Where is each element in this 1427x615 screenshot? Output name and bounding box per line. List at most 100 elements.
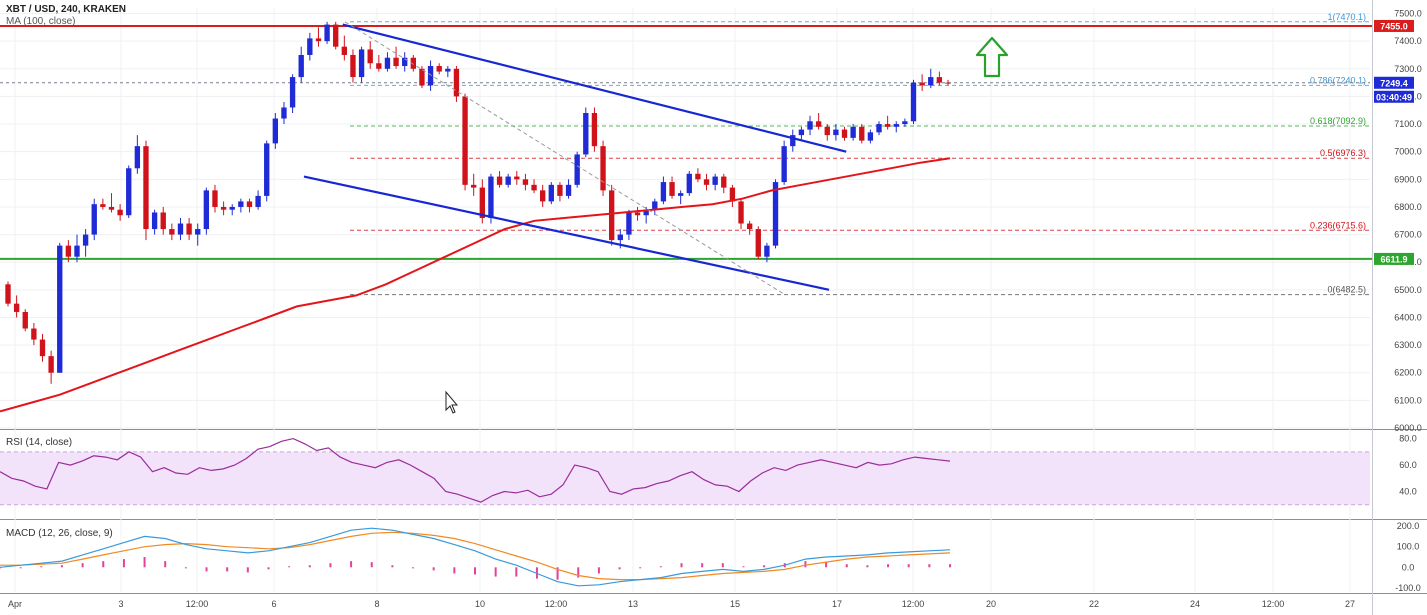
macd-histogram-bar bbox=[515, 567, 518, 577]
candle-body bbox=[919, 82, 925, 86]
y-tick-label: 6000.0 bbox=[1394, 423, 1422, 433]
candle-body bbox=[195, 229, 201, 235]
candle-body bbox=[376, 63, 382, 69]
candle-body bbox=[91, 204, 97, 235]
y-tick-label: 7500.0 bbox=[1394, 9, 1422, 19]
y-tick-label: 6500.0 bbox=[1394, 285, 1422, 295]
candle-body bbox=[151, 212, 158, 230]
macd-line bbox=[0, 527, 951, 587]
candle-body bbox=[807, 121, 813, 130]
candle-body bbox=[315, 38, 322, 42]
candle-body bbox=[108, 206, 115, 210]
macd-histogram-bar bbox=[40, 566, 43, 568]
candle-body bbox=[695, 173, 701, 180]
candle-body bbox=[910, 82, 917, 122]
candle-body bbox=[703, 179, 710, 185]
candle-body bbox=[721, 176, 727, 188]
macd-histogram-bar bbox=[804, 561, 807, 568]
candle-body bbox=[117, 209, 123, 216]
macd-tick-label: 0.0 bbox=[1402, 562, 1415, 572]
candle-body bbox=[324, 24, 330, 42]
rsi-tick-label: 40.0 bbox=[1399, 487, 1417, 497]
up-arrow-icon bbox=[975, 36, 1009, 78]
y-tick-label: 6900.0 bbox=[1394, 174, 1422, 184]
candle-body bbox=[712, 176, 718, 185]
candle-body bbox=[126, 168, 132, 216]
macd-histogram-bar bbox=[887, 564, 890, 568]
x-tick-label: 6 bbox=[271, 599, 276, 609]
macd-histogram-bar bbox=[907, 564, 910, 568]
fib-level-label: 0.786(7240.1) bbox=[1310, 75, 1366, 85]
macd-histogram-bar bbox=[412, 567, 415, 569]
x-tick-label: 12:00 bbox=[186, 599, 209, 609]
macd-histogram-bar bbox=[329, 563, 332, 568]
price-label-box bbox=[1374, 76, 1414, 89]
macd-histogram-bar bbox=[680, 563, 683, 568]
candle-body bbox=[169, 229, 175, 235]
price-label-box bbox=[1374, 19, 1414, 32]
rsi-band bbox=[0, 451, 1370, 505]
candle-body bbox=[160, 212, 166, 230]
candle-body bbox=[246, 201, 253, 207]
candle-body bbox=[298, 54, 304, 78]
x-tick-label: 12:00 bbox=[1262, 599, 1285, 609]
fib-level-label: 0(6482.5) bbox=[1327, 285, 1366, 295]
candle-body bbox=[686, 173, 692, 194]
candle-body bbox=[548, 184, 554, 202]
candle-body bbox=[652, 201, 658, 210]
macd-legend: MACD (12, 26, close, 9) bbox=[6, 528, 113, 539]
macd-histogram-bar bbox=[288, 566, 291, 568]
x-tick-label: 15 bbox=[730, 599, 740, 609]
fib-level-label: 0.618(7092.9) bbox=[1310, 116, 1366, 126]
candle-body bbox=[333, 24, 339, 47]
candle-body bbox=[341, 46, 348, 55]
macd-histogram-bar bbox=[928, 564, 931, 568]
y-tick-label: 7000.0 bbox=[1394, 147, 1422, 157]
chart-title: XBT / USD, 240, KRAKEN bbox=[6, 4, 127, 15]
candle-body bbox=[272, 118, 279, 144]
candle-body bbox=[479, 187, 485, 218]
macd-histogram-bar bbox=[184, 567, 187, 569]
macd-histogram-bar bbox=[845, 564, 848, 568]
candle-body bbox=[945, 82, 951, 84]
price-label-text: 7249.4 bbox=[1380, 78, 1408, 88]
price-label-text: 6611.9 bbox=[1380, 254, 1407, 264]
candle-body bbox=[859, 126, 865, 141]
y-tick-label: 6200.0 bbox=[1394, 368, 1422, 378]
candle-body bbox=[22, 311, 28, 329]
macd-histogram-bar bbox=[308, 565, 311, 568]
macd-histogram-bar bbox=[597, 567, 600, 574]
candle-body bbox=[764, 245, 770, 257]
candle-body bbox=[522, 179, 529, 185]
x-tick-label: 20 bbox=[986, 599, 996, 609]
candle-body bbox=[255, 195, 261, 207]
macd-histogram-bar bbox=[577, 567, 580, 578]
candle-body bbox=[608, 190, 615, 241]
candle-body bbox=[393, 57, 399, 67]
macd-histogram-bar bbox=[246, 567, 249, 573]
candle-body bbox=[238, 201, 244, 207]
macd-histogram-bar bbox=[701, 563, 704, 568]
candle-body bbox=[746, 223, 753, 230]
candle-body bbox=[755, 229, 761, 257]
macd-histogram-bar bbox=[432, 567, 435, 571]
candle-body bbox=[841, 129, 848, 138]
candle-body bbox=[445, 68, 451, 72]
candle-body bbox=[100, 204, 106, 207]
macd-histogram-bar bbox=[267, 567, 270, 570]
candle-body bbox=[738, 201, 744, 224]
candle-body bbox=[893, 124, 899, 127]
rsi-tick-label: 80.0 bbox=[1399, 434, 1417, 444]
rsi-legend: RSI (14, close) bbox=[6, 437, 73, 448]
candle-body bbox=[186, 223, 192, 235]
candle-body bbox=[82, 234, 89, 246]
candle-body bbox=[936, 77, 943, 83]
candle-body bbox=[65, 245, 72, 257]
candle-body bbox=[600, 146, 606, 191]
channel-lower-line bbox=[303, 175, 830, 291]
candle-body bbox=[39, 339, 46, 357]
candle-body bbox=[634, 212, 641, 216]
macd-histogram-bar bbox=[350, 561, 353, 568]
macd-histogram-bar bbox=[494, 567, 497, 577]
